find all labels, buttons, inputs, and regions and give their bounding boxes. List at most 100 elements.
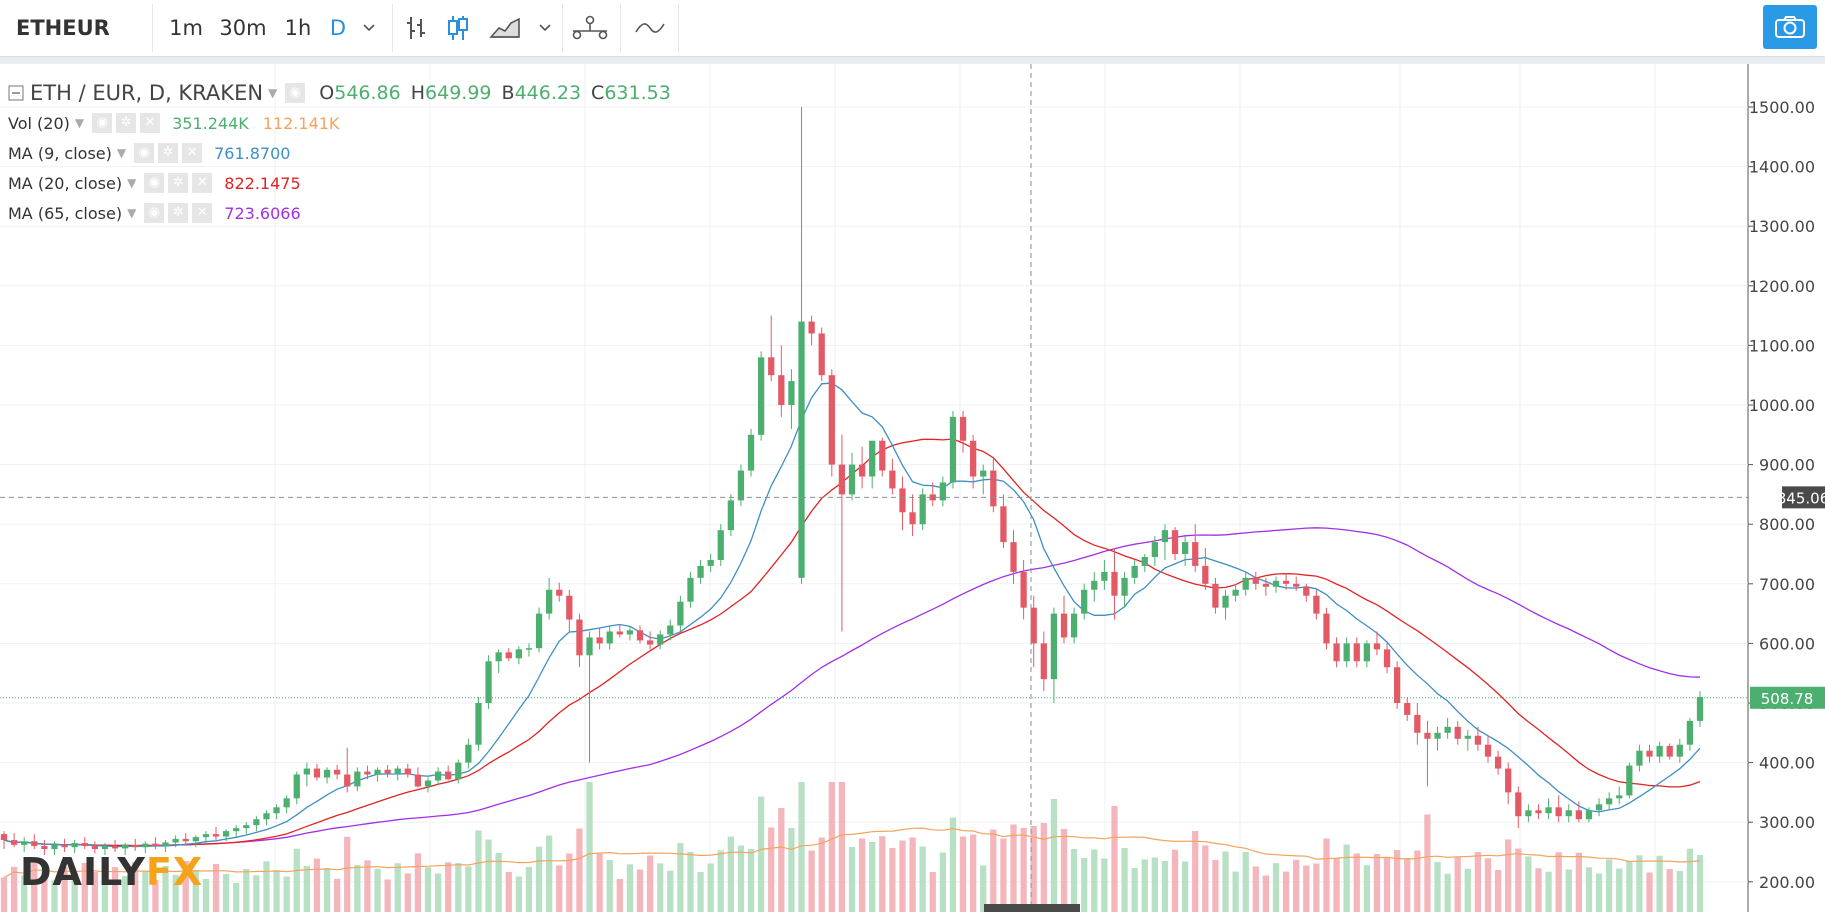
compare-icon[interactable] xyxy=(628,0,672,56)
volume-bar xyxy=(1182,861,1189,912)
collapse-icon[interactable] xyxy=(8,85,24,101)
candle-body xyxy=(1505,768,1512,793)
volume-bar xyxy=(192,870,199,912)
volume-bar xyxy=(1232,871,1239,912)
candle-body xyxy=(243,825,250,829)
ma9-label[interactable]: MA (9, close) xyxy=(8,143,112,163)
volume-bar xyxy=(1171,849,1179,912)
visibility-eye-icon[interactable]: ◉ xyxy=(144,173,165,193)
candle-body xyxy=(1262,583,1270,587)
visibility-eye-icon[interactable]: ◉ xyxy=(285,83,306,103)
volume-bar xyxy=(303,866,310,912)
volume-bar xyxy=(495,853,502,912)
ma65-caret-icon[interactable]: ▼ xyxy=(127,206,137,220)
series-dropdown-caret-icon[interactable]: ▼ xyxy=(268,86,278,100)
candle-body xyxy=(1303,586,1310,596)
volume-bar xyxy=(354,865,361,912)
candle-body xyxy=(1091,580,1098,590)
remove-close-icon[interactable]: ✕ xyxy=(192,203,213,223)
bar-style-icon[interactable] xyxy=(400,0,432,56)
candle-body xyxy=(909,512,916,525)
candle-body xyxy=(919,494,926,525)
settings-gear-icon[interactable]: ✲ xyxy=(168,173,189,193)
candle-body xyxy=(778,375,785,405)
volume-bar xyxy=(1383,857,1391,912)
volume-label[interactable]: Vol (20) xyxy=(8,113,70,133)
volume-bar xyxy=(445,862,452,912)
volume-bar xyxy=(283,876,290,912)
ma9-caret-icon[interactable]: ▼ xyxy=(116,146,127,160)
high-label: H xyxy=(410,82,426,104)
indicators-icon[interactable] xyxy=(568,0,612,56)
ma20-label[interactable]: MA (20, close) xyxy=(8,173,123,193)
volume-bar xyxy=(1444,873,1451,912)
volume-bar xyxy=(101,881,109,912)
ma20-caret-icon[interactable]: ▼ xyxy=(127,176,137,190)
interval-1h-button[interactable]: 1h xyxy=(284,16,312,40)
candle-body xyxy=(1424,732,1431,739)
volume-bar xyxy=(535,846,543,912)
candle-body xyxy=(1182,542,1189,554)
area-style-icon[interactable] xyxy=(488,0,522,56)
visibility-eye-icon[interactable]: ◉ xyxy=(144,203,165,223)
ma65-label[interactable]: MA (65, close) xyxy=(8,203,123,223)
candle-body xyxy=(71,843,78,848)
candle-body xyxy=(31,841,38,847)
candle-body xyxy=(1464,735,1471,739)
volume-bar xyxy=(122,876,129,912)
volume-bar xyxy=(1252,866,1259,912)
volume-caret-icon[interactable]: ▼ xyxy=(74,116,85,130)
ma9-line xyxy=(3,382,1701,848)
settings-gear-icon[interactable]: ✲ xyxy=(168,203,189,223)
candle-body xyxy=(626,630,634,635)
interval-d-button[interactable]: D xyxy=(329,16,347,40)
symbol-search-button[interactable]: ETHEUR xyxy=(16,16,110,40)
candle-body xyxy=(132,844,139,848)
visibility-eye-icon[interactable]: ◉ xyxy=(92,113,113,133)
remove-close-icon[interactable]: ✕ xyxy=(192,173,213,193)
volume-bar xyxy=(636,869,644,912)
candle-body xyxy=(233,828,240,832)
volume-bar xyxy=(1363,865,1370,912)
volume-bar xyxy=(768,827,775,912)
ma9-value: 761.8700 xyxy=(214,143,291,163)
interval-1m-button[interactable]: 1m xyxy=(169,16,203,40)
settings-gear-icon[interactable]: ✲ xyxy=(116,113,137,133)
candle-body xyxy=(434,771,442,781)
volume-bar xyxy=(919,846,926,912)
interval-dropdown-caret-icon[interactable] xyxy=(354,0,384,56)
volume-bar xyxy=(505,871,512,912)
price-chart[interactable]: 1500.00 1400.00 1300.00 1200.00 1100.00 1000.… xyxy=(0,64,1825,912)
candle-body xyxy=(1636,750,1643,766)
candle-style-icon[interactable] xyxy=(442,0,474,56)
candle-body xyxy=(697,565,704,578)
remove-close-icon[interactable]: ✕ xyxy=(140,113,161,133)
series-title[interactable]: ETH / EUR, D, KRAKEN xyxy=(30,81,264,105)
volume-bar xyxy=(1242,852,1249,912)
candle-body xyxy=(1383,649,1391,668)
interval-30m-button[interactable]: 30m xyxy=(219,16,267,40)
settings-gear-icon[interactable]: ✲ xyxy=(158,143,179,163)
volume-bar xyxy=(1111,806,1118,912)
candle-body xyxy=(1343,643,1350,662)
volume-bar xyxy=(152,880,159,912)
candle-body xyxy=(1081,589,1088,614)
candle-body xyxy=(495,652,502,662)
chart-pane[interactable]: 1500.00 1400.00 1300.00 1200.00 1100.00 1000.… xyxy=(0,64,1825,912)
candle-body xyxy=(0,834,8,841)
volume-bar xyxy=(233,883,240,912)
volume-value: 351.244K xyxy=(172,113,249,133)
candle-body xyxy=(1686,720,1694,745)
snapshot-camera-icon[interactable] xyxy=(1763,5,1817,49)
candle-body xyxy=(889,470,896,489)
candle-body xyxy=(1202,565,1209,584)
last-price-label: 508.78 xyxy=(1761,690,1814,708)
candle-body xyxy=(374,769,381,775)
visibility-eye-icon[interactable]: ◉ xyxy=(134,143,155,163)
volume-bar xyxy=(1565,869,1572,912)
volume-bar xyxy=(41,870,48,912)
candle-body xyxy=(1242,577,1249,590)
volume-bar xyxy=(1454,857,1461,912)
dropdown-caret-icon[interactable] xyxy=(530,0,560,56)
remove-close-icon[interactable]: ✕ xyxy=(182,143,203,163)
